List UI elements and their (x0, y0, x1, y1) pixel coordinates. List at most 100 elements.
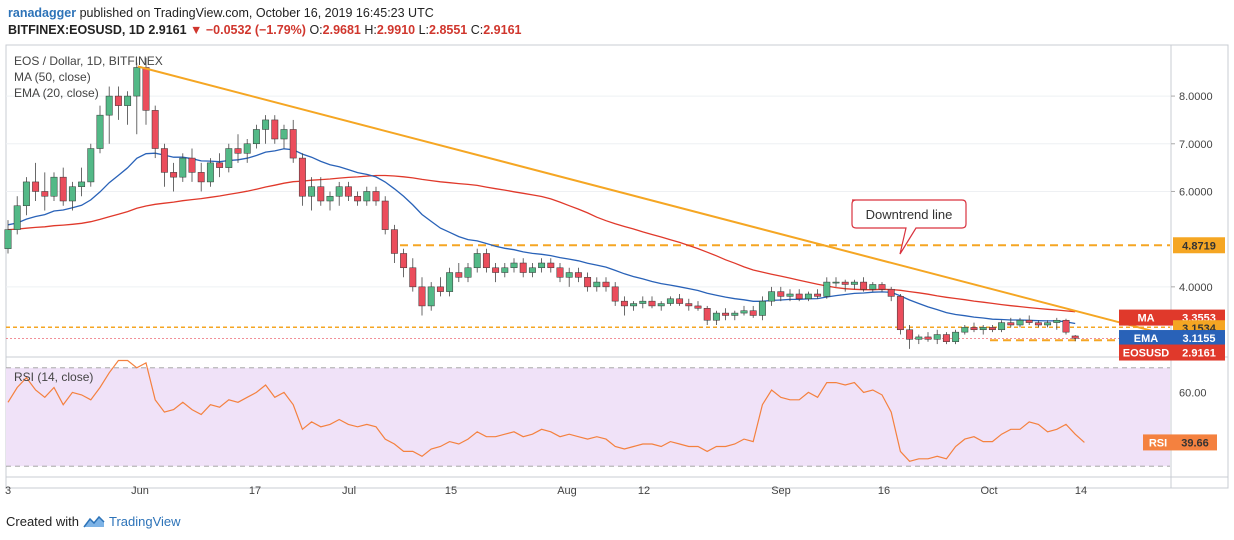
candle (252, 124, 260, 149)
rsi-value-label[interactable]: RSI 39.66 (1143, 434, 1217, 451)
candle (354, 191, 362, 206)
price-chart[interactable]: 8.0000 7.0000 6.0000 4.0000 60.00 3 Jun 17 Jul… (0, 0, 1234, 510)
candle-body (308, 186, 316, 197)
ema-price-label[interactable]: EMA 3.1155 (1119, 330, 1225, 347)
time-axis[interactable]: 3 Jun 17 Jul 15 Aug 12 Sep 16 Oct 14 (5, 485, 1087, 497)
price-axis[interactable]: 8.0000 7.0000 6.0000 4.0000 (1171, 91, 1213, 294)
ma-price-label-name: MA (1137, 313, 1154, 325)
candle-body (280, 129, 288, 140)
candle (372, 186, 380, 206)
candle-body (795, 293, 803, 300)
candle-body (924, 336, 932, 340)
time-tick-label: Jun (131, 485, 149, 497)
price-change: ▼ −0.0532 (−1.79%) (190, 23, 306, 37)
candle-body (1007, 322, 1015, 326)
candle (262, 115, 270, 144)
chart-frame (5, 44, 1229, 489)
candle (528, 263, 536, 278)
candle (464, 263, 472, 283)
candle (942, 332, 950, 345)
candle (78, 167, 86, 197)
candle (887, 286, 895, 302)
candle (630, 301, 638, 311)
candle-body (197, 172, 205, 183)
candle-body (814, 293, 822, 297)
time-tick-label: 16 (878, 485, 890, 497)
candle-body (400, 253, 408, 269)
candle-body (262, 119, 270, 130)
candle-body (602, 281, 610, 288)
candle-body (344, 186, 352, 197)
ohlc-open-label: O: (309, 23, 323, 37)
ohlc-close-value: 2.9161 (483, 23, 522, 37)
candle-body (170, 172, 178, 178)
candle (1044, 320, 1052, 328)
candle-body (4, 229, 12, 249)
author-link[interactable]: ranadagger (8, 6, 77, 20)
candle (271, 115, 279, 144)
candle-body (372, 191, 380, 202)
eosusd-price-label[interactable]: EOSUSD 2.9161 (1119, 344, 1225, 361)
candle (170, 162, 178, 192)
candle (703, 305, 711, 325)
candle-body (188, 157, 196, 173)
candle (878, 282, 886, 292)
ma-legend[interactable]: MA (50, close) (14, 70, 91, 84)
candle-body (804, 293, 812, 300)
candle (593, 277, 601, 292)
candle-body (68, 186, 76, 202)
candle (317, 177, 325, 206)
candle (1053, 317, 1061, 330)
candle (915, 334, 923, 345)
candle-body (878, 284, 886, 290)
ema-legend[interactable]: EMA (20, close) (14, 86, 99, 100)
candle (814, 289, 822, 299)
candle (952, 329, 960, 345)
tradingview-brand[interactable]: TradingView (108, 514, 181, 529)
candle-body (446, 272, 454, 292)
rsi-path (7, 359, 1085, 462)
candle-body (216, 162, 224, 168)
downtrend-path[interactable] (137, 65, 1171, 337)
candle-body (409, 267, 417, 288)
candle-body (50, 176, 58, 197)
ohlc-low-label: L: (418, 23, 430, 37)
candle (795, 289, 803, 302)
candle-body (501, 267, 509, 273)
candle-body (988, 327, 996, 331)
candle (749, 305, 757, 318)
candle-body (906, 329, 914, 340)
candle-body (298, 157, 306, 197)
candle (712, 310, 720, 325)
downtrend-callout: Downtrend line (851, 199, 967, 255)
candle-body (758, 300, 766, 316)
candle (133, 62, 141, 135)
resistance-price-label[interactable]: 4.8719 (1173, 237, 1225, 254)
candle (1062, 318, 1070, 335)
downtrend-line[interactable] (137, 65, 1171, 337)
candle-body (482, 253, 490, 269)
candle (758, 296, 766, 321)
candle (390, 224, 398, 263)
candle-body (418, 286, 426, 307)
published-text: published on TradingView.com, October 16… (79, 6, 434, 20)
candle (519, 258, 527, 278)
candle-body (1016, 319, 1024, 326)
candle-body (860, 281, 868, 290)
candle (988, 325, 996, 333)
rsi-legend[interactable]: RSI (14, close) (14, 370, 94, 384)
ma-50-path (7, 174, 1076, 313)
candle (114, 86, 122, 120)
candle-body (271, 119, 279, 140)
candle-body (611, 286, 619, 302)
last-price: 2.9161 (148, 23, 187, 37)
ema-price-label-value-box (1173, 330, 1225, 347)
ema-20-path (7, 148, 1076, 325)
candle-body (685, 303, 693, 307)
tradingview-logo-icon (83, 515, 105, 527)
candle-body (1071, 335, 1079, 339)
candle-body (87, 148, 95, 183)
candle-body (1062, 319, 1070, 333)
candle (289, 119, 297, 163)
candle (225, 143, 233, 173)
